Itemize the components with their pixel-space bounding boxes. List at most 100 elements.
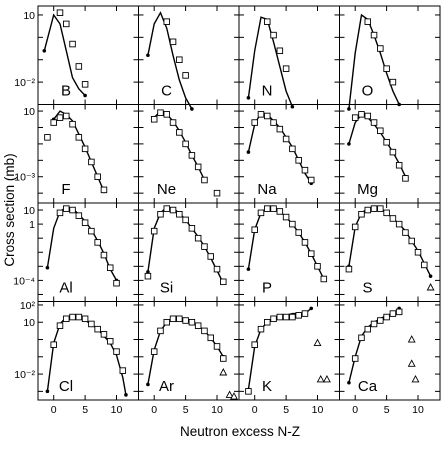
- series-line: [247, 16, 294, 107]
- square-point: [56, 322, 64, 329]
- line-endpoint: [347, 107, 351, 111]
- square-point: [370, 205, 378, 212]
- square-point: [113, 279, 120, 287]
- square-point: [63, 112, 70, 120]
- square-point: [364, 206, 372, 214]
- square-point: [213, 343, 221, 350]
- square-point: [182, 72, 189, 79]
- y-tick-label: 10²: [20, 300, 36, 312]
- triangle-point: [219, 368, 228, 376]
- square-point: [163, 18, 171, 25]
- square-point: [289, 220, 296, 228]
- line-endpoint: [146, 270, 150, 274]
- square-point: [220, 355, 227, 362]
- square-point: [289, 145, 296, 153]
- square-point: [345, 265, 353, 273]
- square-point: [314, 263, 321, 270]
- x-axis-title: Neutron excess N-Z: [180, 424, 300, 439]
- square-point: [75, 134, 83, 141]
- x-tick-label: 0: [151, 404, 157, 416]
- square-point: [157, 211, 164, 218]
- square-point: [100, 331, 108, 338]
- square-point: [100, 186, 108, 194]
- square-point: [220, 278, 227, 286]
- triangle-point: [316, 374, 325, 383]
- y-tick-label: 10: [23, 205, 35, 217]
- panel-cl: 0 5 10 10² 10 10⁻² Cl: [14, 300, 139, 416]
- triangle-point: [322, 374, 331, 383]
- square-point: [270, 31, 277, 39]
- square-point: [351, 223, 359, 231]
- panel-na: Na: [238, 104, 340, 204]
- panel-label: N: [262, 83, 273, 100]
- y-axis-title: Cross section (mb): [2, 153, 17, 266]
- square-point: [182, 140, 189, 148]
- square-point: [295, 157, 302, 164]
- x-tick-label: 10: [312, 404, 324, 416]
- line-endpoint: [290, 104, 295, 109]
- panel-al: 10 1 10⁻⁴ Al: [13, 202, 139, 302]
- square-point: [75, 63, 83, 70]
- square-point: [364, 325, 372, 333]
- square-point: [251, 226, 258, 233]
- panel-label: B: [61, 83, 71, 100]
- square-point: [75, 313, 83, 321]
- plot-area: 10 10⁻² B C N O 10 10⁻³ F Ne Na Mg 10 1 10⁻⁴ Al Si P S 0 5 10…: [13, 5, 441, 416]
- x-tick-label: 5: [283, 404, 289, 416]
- square-point: [81, 145, 89, 153]
- square-point: [106, 337, 114, 345]
- square-point: [119, 367, 127, 374]
- square-point: [383, 139, 390, 146]
- square-point: [207, 334, 214, 342]
- panel-label: Ne: [157, 181, 176, 198]
- square-point: [264, 205, 271, 212]
- square-point: [163, 318, 171, 326]
- square-point: [389, 310, 397, 317]
- square-point: [395, 308, 403, 316]
- square-point: [408, 237, 415, 245]
- square-point: [144, 272, 152, 280]
- square-point: [358, 211, 365, 218]
- series-line: [247, 307, 312, 390]
- square-point: [201, 243, 208, 250]
- square-point: [270, 119, 277, 126]
- square-point: [383, 313, 390, 321]
- panel-c: C: [138, 5, 240, 111]
- square-point: [88, 227, 95, 235]
- x-tick-label: 10: [412, 404, 424, 416]
- square-point: [307, 250, 315, 257]
- square-point: [81, 81, 89, 88]
- x-tick-label: 5: [183, 404, 189, 416]
- square-point: [69, 40, 76, 48]
- square-point: [245, 388, 252, 395]
- square-point: [176, 211, 183, 218]
- triangle-point: [426, 283, 435, 291]
- y-tick-label: 10⁻³: [14, 172, 35, 184]
- panel-label: Cl: [59, 378, 73, 395]
- panel-n: N: [238, 5, 340, 109]
- panel-label: Ar: [159, 378, 174, 395]
- square-point: [276, 208, 284, 215]
- square-point: [63, 205, 70, 212]
- square-point: [358, 111, 365, 118]
- line-endpoint: [428, 274, 433, 278]
- square-point: [295, 229, 302, 236]
- square-point: [194, 322, 202, 329]
- panel-p: P: [238, 202, 340, 302]
- y-tick-label: 10⁻⁴: [13, 275, 35, 287]
- panel-label: C: [161, 83, 172, 100]
- panel-ar: 0 5 10 Ar: [138, 301, 240, 416]
- square-point: [389, 215, 397, 222]
- square-point: [282, 65, 290, 72]
- panel-k: 0 5 10 K: [238, 301, 340, 416]
- square-point: [264, 18, 271, 25]
- line-endpoint: [42, 48, 47, 53]
- square-point: [370, 119, 378, 126]
- square-point: [176, 56, 183, 63]
- square-point: [295, 312, 302, 319]
- panel-frame: [138, 5, 240, 105]
- square-point: [201, 176, 208, 184]
- square-point: [176, 129, 183, 136]
- square-point: [81, 219, 89, 226]
